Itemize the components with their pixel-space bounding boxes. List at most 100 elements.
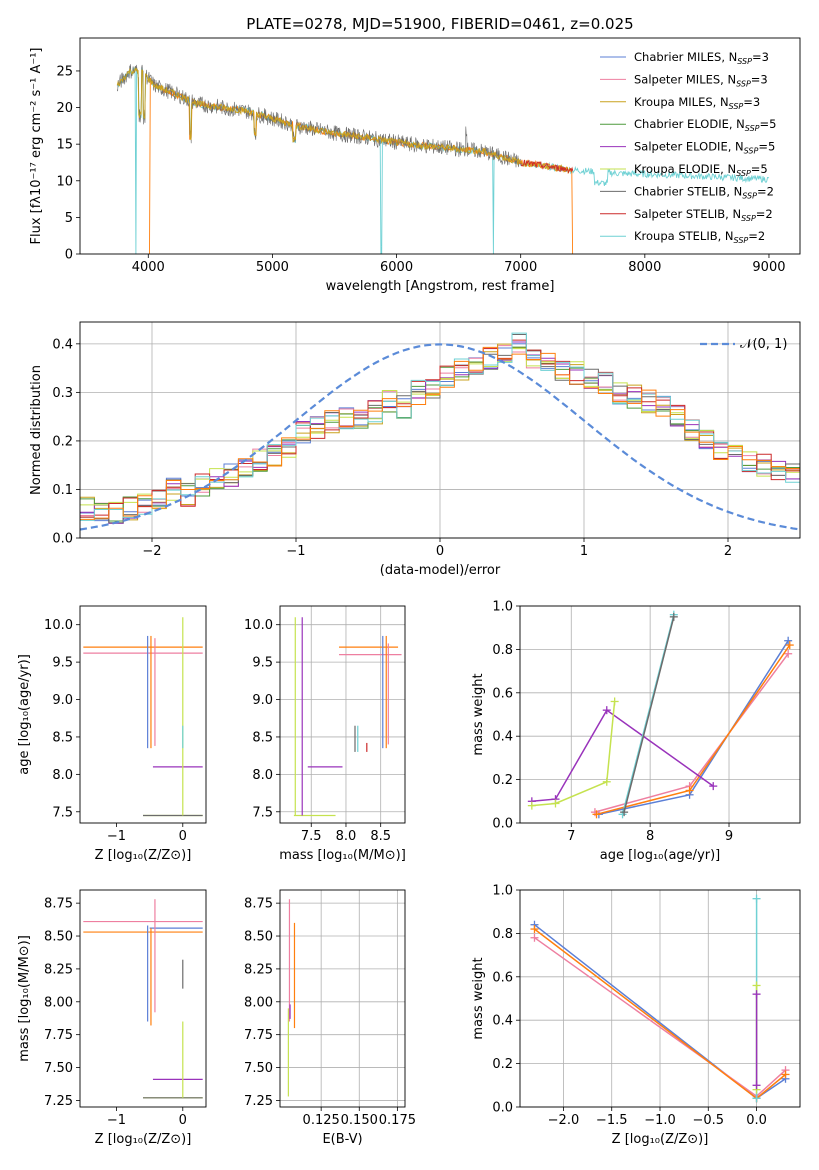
- axes-frame: [519, 889, 801, 1108]
- x-tick-label: 0.0: [746, 1113, 767, 1128]
- y-tick-label: 10: [56, 174, 73, 189]
- y-tick-label: 0.2: [492, 773, 513, 788]
- axes-frame: [79, 605, 207, 824]
- y-tick-label: 8.00: [244, 995, 273, 1010]
- legend-label: Kroupa MILES, NSSP=3: [634, 95, 760, 111]
- plus-marker: [602, 777, 611, 786]
- y-tick-label: 7.25: [44, 1094, 73, 1109]
- y-tick-label: 10.0: [44, 618, 73, 633]
- legend-label: Salpeter STELIB, NSSP=2: [634, 207, 773, 223]
- mass_vs_ebv-xlabel: E(B-V): [322, 1132, 362, 1147]
- y-tick-label: 15: [56, 138, 73, 153]
- plus-marker: [620, 808, 629, 817]
- y-tick-label: 8.0: [52, 768, 73, 783]
- x-tick-label: 7000: [504, 260, 537, 275]
- spectrum-axes: 4000 5000 6000 7000 8000 9000 0 5 10 15 20 25 wavele…: [29, 37, 801, 294]
- mass_vs_Z-xlabel: Z [log₁₀(Z/Z⊙)]: [95, 1132, 192, 1147]
- plus-marker: [752, 894, 761, 903]
- plus-marker: [527, 801, 536, 810]
- x-tick-label: −0.5: [692, 1113, 724, 1128]
- y-tick-label: 1.0: [492, 884, 513, 899]
- mass_vs_Z-axes: −1 0 7.25 7.50 7.75 8.00 8.25 8.50 8.75 Z [log₁₀(…: [17, 889, 207, 1147]
- y-tick-label: 0.4: [52, 337, 73, 352]
- plus-marker: [709, 782, 718, 791]
- y-tick-label: 0.1: [52, 483, 73, 498]
- residuals-ylabel: Normed distribution: [29, 365, 44, 495]
- y-tick-label: 0.8: [492, 643, 513, 658]
- x-tick-label: 1: [580, 544, 588, 559]
- x-tick-label: 9000: [752, 260, 785, 275]
- legend-label: Chabrier MILES, NSSP=3: [634, 50, 769, 66]
- residuals-axes: −2 −1 0 1 2 0.0 0.1 0.2 0.3 0.4 (data-model)/error…: [29, 321, 801, 578]
- x-tick-label: 0: [179, 1113, 187, 1128]
- plus-marker: [669, 612, 678, 621]
- plus-marker: [752, 1094, 761, 1103]
- plus-marker: [784, 649, 793, 658]
- legend-label: Chabrier ELODIE, NSSP=5: [634, 117, 776, 133]
- spectrum-ylabel: Flux [fλ10⁻¹⁷ erg cm⁻² s⁻¹ A⁻¹]: [29, 48, 44, 245]
- x-tick-label: −1.0: [644, 1113, 676, 1128]
- age_vs_Z-ylabel: age [log₁₀(age/yr)]: [17, 654, 32, 775]
- spectrum-line: [116, 66, 571, 174]
- y-tick-label: 20: [56, 101, 73, 116]
- figure-title: PLATE=0278, MJD=51900, FIBERID=0461, z=0…: [246, 15, 633, 33]
- y-tick-label: 9.5: [252, 656, 273, 671]
- age_vs_Z-xlabel: Z [log₁₀(Z/Z⊙)]: [95, 848, 192, 863]
- axes-frame: [79, 321, 801, 539]
- y-tick-label: 0.6: [492, 686, 513, 701]
- y-tick-label: 8.75: [244, 897, 273, 912]
- y-tick-label: 5: [65, 211, 73, 226]
- x-tick-label: 8.5: [370, 829, 391, 844]
- y-tick-label: 8.25: [44, 962, 73, 977]
- y-tick-label: 10.0: [244, 618, 273, 633]
- legend-label: Salpeter ELODIE, NSSP=5: [634, 140, 775, 156]
- histogram-series: [80, 346, 800, 520]
- y-tick-label: 7.75: [244, 1028, 273, 1043]
- plus-marker: [781, 1070, 790, 1079]
- y-tick-label: 8.5: [52, 730, 73, 745]
- plus-marker: [685, 786, 694, 795]
- mass_vs_Z-ylabel: mass [log₁₀(M/M⊙)]: [17, 935, 32, 1062]
- axes-frame: [79, 889, 207, 1108]
- x-tick-label: −1.5: [596, 1113, 628, 1128]
- y-tick-label: 0.6: [492, 970, 513, 985]
- legend-label: Chabrier STELIB, NSSP=2: [634, 184, 774, 200]
- y-tick-label: 1.0: [492, 600, 513, 615]
- weight_vs_age-xlabel: age [log₁₀(age/yr)]: [600, 848, 721, 863]
- x-tick-label: 0: [436, 544, 444, 559]
- y-tick-label: 7.75: [44, 1028, 73, 1043]
- age_vs_mass-axes: 7.5 8.0 8.5 7.5 8.0 8.5 9.0 9.5 10.0 mass [log₁₀(…: [244, 605, 406, 863]
- spectrum-legend: Chabrier MILES, NSSP=3 Salpeter MILES, NS…: [600, 50, 776, 245]
- axes-frame: [79, 37, 801, 255]
- plus-marker: [551, 799, 560, 808]
- y-tick-label: 7.50: [244, 1061, 273, 1076]
- weight_vs_Z-ylabel: mass weight: [471, 957, 486, 1039]
- axes-frame: [279, 889, 406, 1108]
- weight_vs_Z-xlabel: Z [log₁₀(Z/Z⊙)]: [612, 1132, 709, 1147]
- x-tick-label: 8.0: [336, 829, 357, 844]
- y-tick-label: 0.0: [492, 817, 513, 832]
- age_vs_mass-xlabel: mass [log₁₀(M/M⊙)]: [279, 848, 406, 863]
- y-tick-label: 0.2: [492, 1057, 513, 1072]
- x-tick-label: 8: [646, 829, 654, 844]
- plots-layer: 4000 5000 6000 7000 8000 90000510152025wavele…: [17, 37, 801, 1147]
- plus-marker: [530, 933, 539, 942]
- y-tick-label: 8.0: [252, 768, 273, 783]
- y-tick-label: 7.5: [252, 805, 273, 820]
- histogram-series: [80, 343, 800, 521]
- spectrum-xlabel: wavelength [Angstrom, rest frame]: [326, 279, 555, 294]
- y-tick-label: 25: [56, 64, 73, 79]
- y-tick-label: 8.00: [44, 995, 73, 1010]
- y-tick-label: 8.50: [44, 930, 73, 945]
- weight_vs_Z-axes: −2.0 −1.5 −1.0 −0.5 0.0 0.0 0.2 0.4 0.6 0.8 1.0 Z […: [471, 884, 801, 1147]
- weight-line: [531, 701, 616, 807]
- y-tick-label: 8.5: [252, 730, 273, 745]
- x-tick-label: 9: [725, 829, 733, 844]
- y-tick-label: 7.25: [244, 1094, 273, 1109]
- plus-marker: [785, 641, 794, 650]
- y-tick-label: 8.75: [44, 897, 73, 912]
- plus-marker: [602, 706, 611, 715]
- weight_vs_age-axes: 7 8 9 0.0 0.2 0.4 0.6 0.8 1.0 age [log₁₀(age/yr)]…: [471, 600, 801, 863]
- weight-line: [531, 709, 714, 803]
